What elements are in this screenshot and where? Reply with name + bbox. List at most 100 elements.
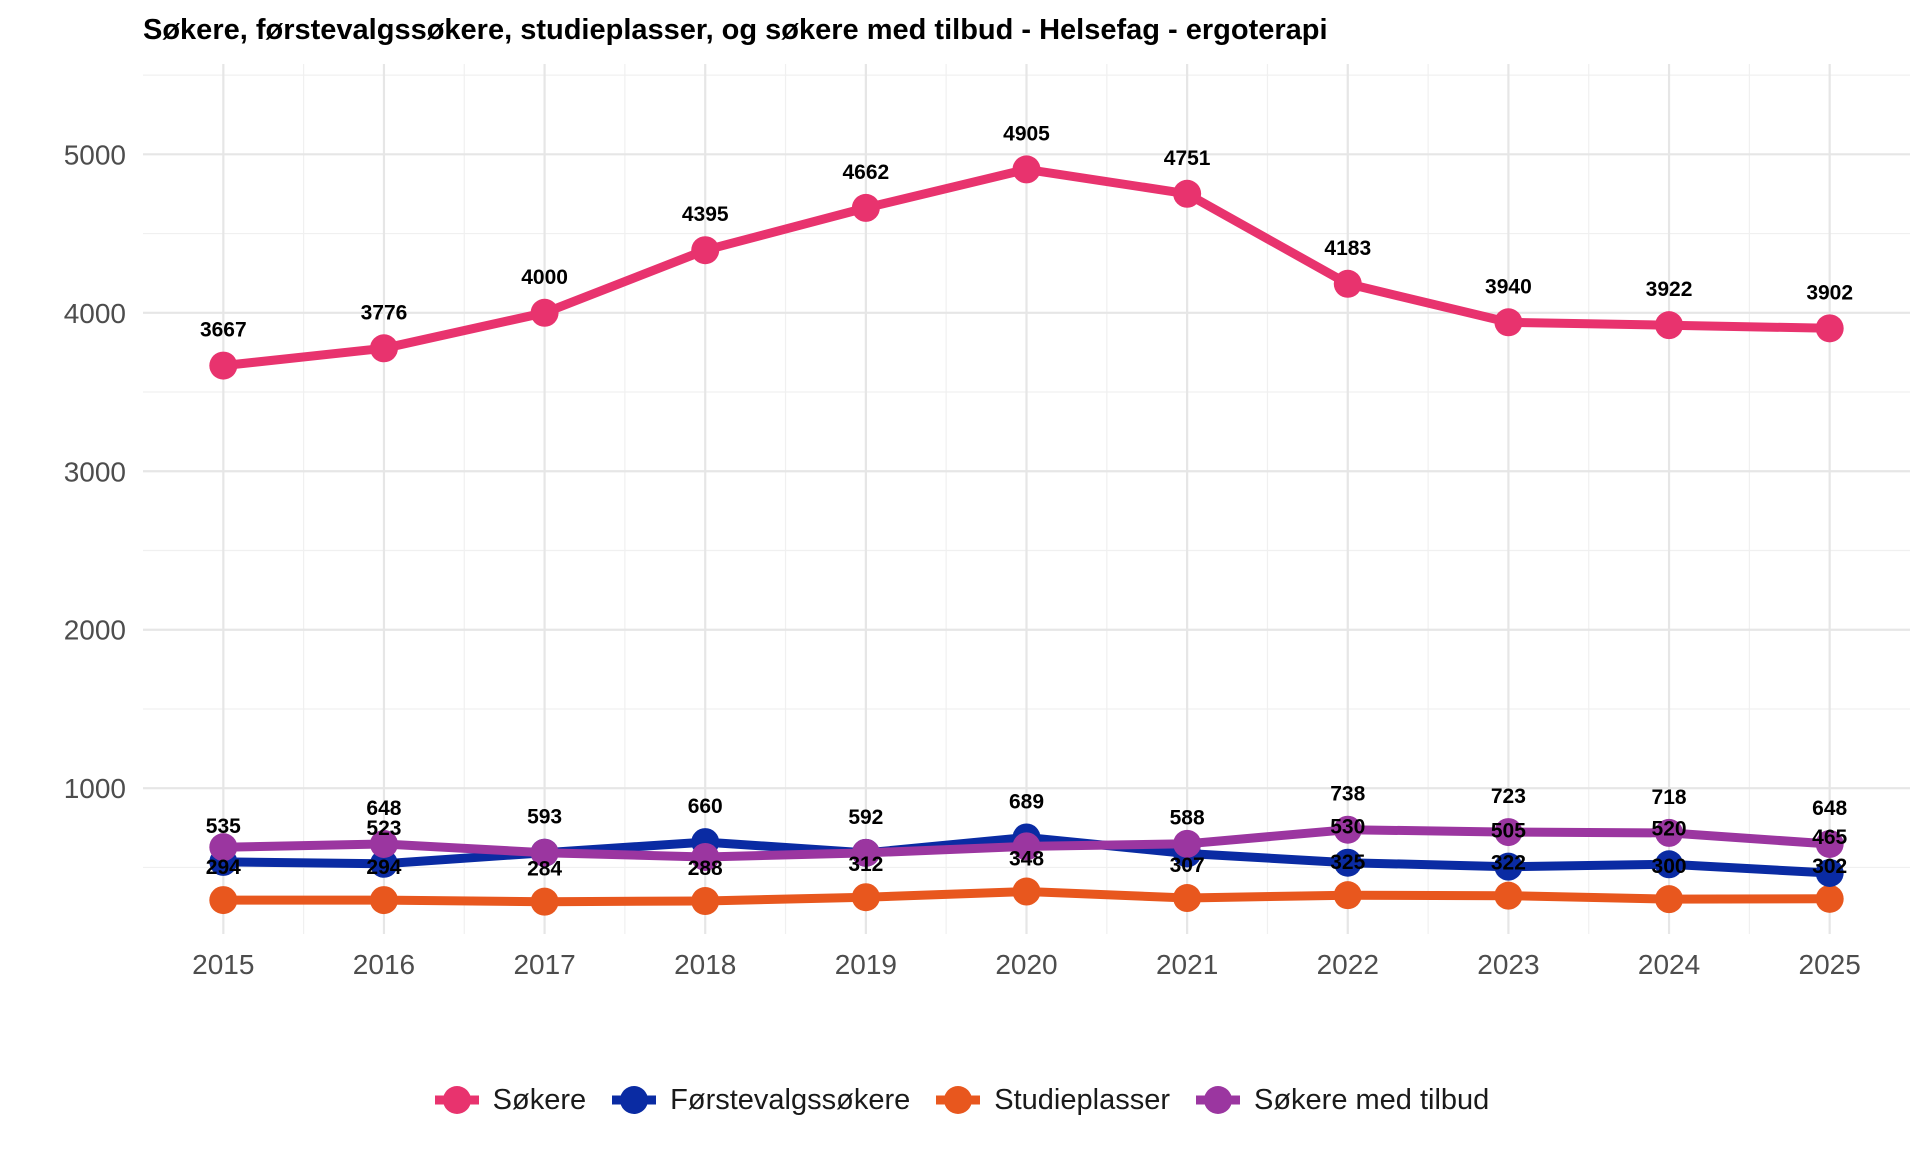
data-label-sokere-med-tilbud: 723 (1491, 785, 1526, 808)
data-label-studieplasser: 288 (688, 857, 723, 880)
y-tick-label: 1000 (64, 773, 126, 804)
point-sokere-med-tilbud (530, 838, 559, 867)
data-label-sokere-med-tilbud: 718 (1652, 786, 1687, 809)
data-label-forstevalgssokere: 689 (1009, 790, 1044, 813)
x-tick-label: 2017 (513, 949, 575, 980)
point-sokere-med-tilbud (1655, 818, 1684, 847)
point-sokere (1655, 311, 1684, 340)
point-sokere (1333, 269, 1362, 298)
y-tick-label: 4000 (64, 298, 126, 329)
point-studieplasser (530, 887, 559, 916)
point-sokere (1815, 314, 1844, 343)
data-label-studieplasser: 348 (1009, 848, 1044, 871)
point-sokere (851, 193, 880, 222)
series-studieplasser (209, 877, 1844, 916)
series-sokere (209, 155, 1844, 380)
legend-label: Studieplasser (994, 1083, 1170, 1116)
data-label-studieplasser: 294 (366, 856, 401, 879)
x-tick-label: 2023 (1477, 949, 1539, 980)
data-label-studieplasser: 284 (527, 858, 562, 881)
data-label-sokere: 3902 (1806, 281, 1853, 304)
data-label-sokere-med-tilbud: 648 (366, 797, 401, 820)
point-studieplasser (1815, 884, 1844, 913)
legend-key-sokere-med-tilbud (1195, 1086, 1240, 1114)
x-tick-label: 2021 (1156, 949, 1218, 980)
point-sokere-med-tilbud (851, 838, 880, 867)
point-forstevalgssokere (1815, 858, 1844, 887)
point-sokere (1173, 179, 1202, 208)
data-label-forstevalgssokere: 535 (206, 815, 241, 838)
point-sokere-med-tilbud (1173, 829, 1202, 858)
data-label-sokere: 4662 (843, 161, 890, 184)
point-sokere-med-tilbud (1012, 832, 1041, 861)
point-studieplasser (1173, 884, 1202, 913)
legend-key-studieplasser (936, 1086, 981, 1114)
x-tick-label: 2020 (995, 949, 1057, 980)
data-label-sokere: 4000 (521, 266, 568, 289)
point-studieplasser (691, 887, 720, 916)
series-layer (209, 155, 1844, 916)
data-label-forstevalgssokere: 523 (366, 817, 401, 840)
legend-label: Førstevalgssøkere (670, 1083, 911, 1116)
data-label-sokere-med-tilbud: 648 (1812, 797, 1847, 820)
point-studieplasser (1333, 881, 1362, 910)
point-sokere (691, 236, 720, 265)
point-sokere (1494, 308, 1523, 337)
point-forstevalgssokere (1494, 852, 1523, 881)
data-label-sokere: 3776 (361, 301, 408, 324)
x-tick-label: 2016 (353, 949, 415, 980)
legend-point (1203, 1086, 1232, 1114)
point-studieplasser (369, 886, 398, 915)
point-studieplasser (1012, 877, 1041, 906)
point-sokere (209, 351, 238, 380)
data-label-forstevalgssokere: 530 (1330, 816, 1365, 839)
x-tick-label: 2024 (1638, 949, 1700, 980)
data-labels: 3667 3776 4000 4395 4662 4905 4751 4183 3940 3922… (200, 122, 1853, 880)
legend-point (442, 1086, 471, 1114)
x-tick-label: 2022 (1317, 949, 1379, 980)
point-sokere (530, 298, 559, 327)
data-label-sokere: 4183 (1324, 237, 1371, 260)
point-studieplasser (851, 883, 880, 912)
major-gridlines (143, 64, 1910, 934)
data-label-forstevalgssokere: 660 (688, 795, 723, 818)
x-tick-label: 2015 (192, 949, 254, 980)
legend: Søkere Førstevalgssøkere Studieplasser Søke… (0, 1075, 1920, 1125)
data-label-studieplasser: 312 (848, 853, 883, 876)
x-tick-label: 2025 (1799, 949, 1861, 980)
data-label-forstevalgssokere: 505 (1491, 820, 1526, 843)
y-tick-label: 5000 (64, 139, 126, 170)
legend-key-sokere (434, 1086, 479, 1114)
data-label-forstevalgssokere: 592 (848, 806, 883, 829)
legend-key-forstevalgssokere (612, 1086, 657, 1114)
point-studieplasser (1494, 881, 1523, 910)
legend-item-studieplasser: Studieplasser (932, 1080, 1170, 1120)
x-tick-label: 2018 (674, 949, 736, 980)
data-label-studieplasser: 294 (206, 856, 241, 879)
y-tick-label: 3000 (64, 456, 126, 487)
y-axis: 1000 2000 3000 4000 5000 (64, 139, 126, 804)
point-sokere-med-tilbud (691, 842, 720, 871)
point-forstevalgssokere (1655, 850, 1684, 879)
data-label-studieplasser: 322 (1491, 852, 1526, 875)
data-label-forstevalgssokere: 465 (1812, 826, 1847, 849)
point-sokere-med-tilbud (209, 833, 238, 862)
data-label-forstevalgssokere: 593 (527, 806, 562, 829)
x-axis: 2015 2016 2017 2018 2019 2020 2021 2022 2023 2024… (192, 949, 1861, 980)
data-label-sokere-med-tilbud: 738 (1330, 783, 1365, 806)
point-sokere (369, 334, 398, 363)
point-sokere (1012, 155, 1041, 184)
point-sokere-med-tilbud (1815, 829, 1844, 858)
legend-item-forstevalgssokere: Førstevalgssøkere (608, 1080, 910, 1120)
data-label-studieplasser: 300 (1652, 855, 1687, 878)
data-label-sokere: 4905 (1003, 122, 1050, 145)
y-tick-label: 2000 (64, 615, 126, 646)
legend-label: Søkere med tilbud (1253, 1083, 1490, 1116)
point-studieplasser (209, 886, 238, 915)
point-sokere-med-tilbud (1333, 815, 1362, 844)
point-sokere-med-tilbud (1494, 818, 1523, 847)
point-forstevalgssokere (1333, 848, 1362, 877)
data-label-sokere: 4751 (1164, 147, 1211, 170)
series-sokere-med-tilbud (209, 815, 1844, 871)
